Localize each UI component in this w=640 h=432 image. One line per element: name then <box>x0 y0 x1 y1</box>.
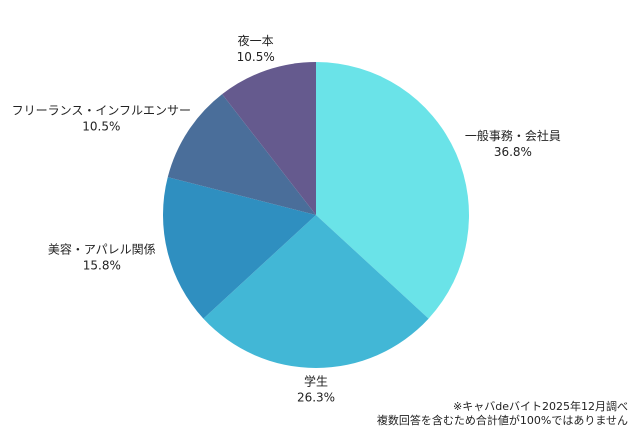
pie-slice <box>316 62 470 319</box>
footnote: ※キャバdeバイト2025年12月調べ <box>453 399 628 413</box>
slice-label: フリーランス・インフルエンサー <box>12 104 191 118</box>
slice-label: 学生 <box>304 374 328 389</box>
pie-slice <box>222 62 316 215</box>
slice-value: 36.8% <box>494 145 532 159</box>
slice-label: 一般事務・会社員 <box>465 128 561 143</box>
slice-value: 26.3% <box>297 391 335 405</box>
pie-slice <box>203 215 429 369</box>
slice-value: 10.5% <box>237 50 275 64</box>
footnote: 複数回答を含むため合計値が100%ではありません <box>377 413 628 427</box>
slice-value: 15.8% <box>83 258 121 272</box>
slice-label: 美容・アパレル関係 <box>48 241 156 256</box>
pie-slice <box>167 94 316 215</box>
slice-value: 10.5% <box>82 120 120 134</box>
pie-slice <box>163 177 316 319</box>
slice-label: 夜一本 <box>238 33 274 48</box>
